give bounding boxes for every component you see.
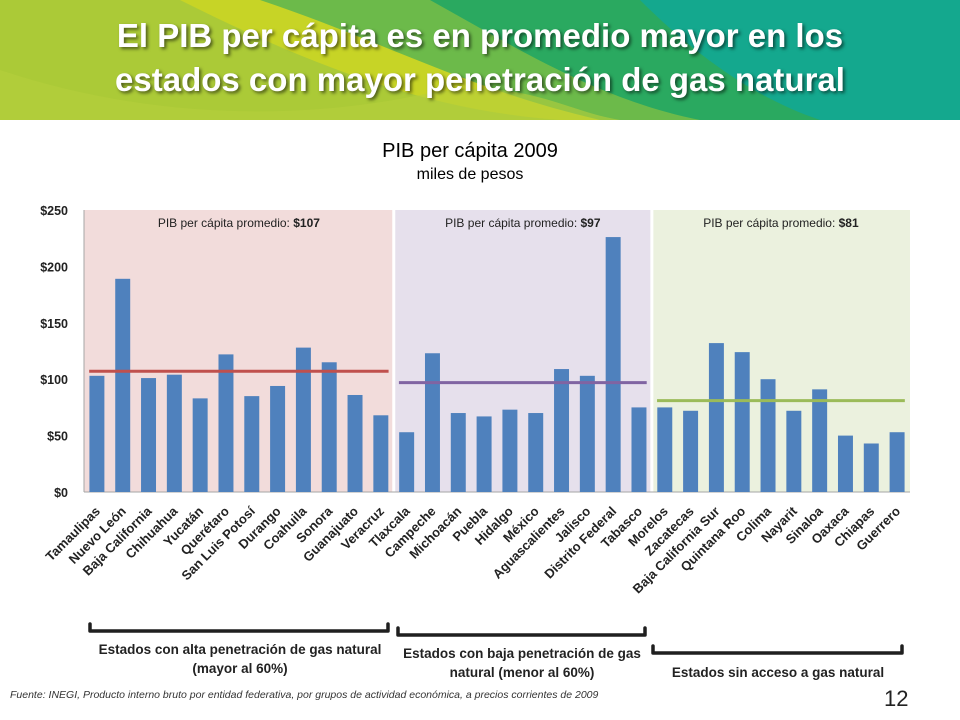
bar-2 (141, 378, 157, 492)
bracket-label-high: Estados con alta penetración de gas natu… (98, 642, 382, 676)
group-average-label-2: PIB per cápita promedio: $81 (703, 216, 859, 230)
group-average-prefix-2: PIB per cápita promedio: (703, 216, 838, 230)
bar-31 (889, 432, 905, 492)
y-tick-label-0: $0 (54, 486, 68, 500)
bar-0 (89, 375, 105, 492)
group-bracket-0 (88, 622, 390, 633)
chart-subtitle: miles de pesos (416, 166, 524, 183)
bar-13 (424, 353, 440, 492)
bar-7 (270, 385, 286, 492)
group-average-value-2: $81 (839, 216, 859, 230)
bar-6 (244, 396, 260, 492)
group-bracket-2 (651, 644, 904, 655)
bar-11 (373, 415, 389, 492)
bar-27 (786, 410, 802, 492)
bar-15 (476, 416, 492, 492)
group-average-value-1: $97 (581, 216, 601, 230)
y-tick-label-2: $100 (40, 373, 68, 387)
bar-28 (812, 389, 828, 492)
header-banner: El PIB per cápita es en promedio mayor e… (0, 0, 960, 120)
bar-24 (708, 343, 724, 492)
title-line-1: El PIB per cápita es en promedio mayor e… (116, 17, 844, 54)
bar-3 (166, 374, 182, 492)
bar-14 (450, 413, 466, 492)
bar-29 (837, 435, 853, 492)
bar-4 (192, 398, 208, 492)
title-line-2: estados con mayor penetración de gas nat… (115, 61, 845, 98)
group-average-prefix-1: PIB per cápita promedio: (445, 216, 580, 230)
bar-22 (657, 407, 673, 492)
bar-25 (734, 352, 750, 492)
bar-9 (321, 362, 337, 492)
group-average-prefix-0: PIB per cápita promedio: (158, 216, 293, 230)
y-tick-label-4: $200 (40, 260, 68, 274)
bar-17 (528, 413, 544, 492)
banner-background (0, 0, 960, 120)
group-background-0 (84, 210, 394, 492)
page-title: El PIB per cápita es en promedio mayor e… (0, 14, 960, 102)
bracket-label-none: Estados sin acceso a gas natural (671, 665, 885, 680)
y-tick-label-3: $150 (40, 317, 68, 331)
bar-26 (760, 379, 776, 492)
bar-21 (631, 407, 647, 492)
bar-5 (218, 354, 234, 492)
y-tick-label-1: $50 (47, 430, 68, 444)
bar-1 (115, 278, 131, 492)
bar-8 (295, 347, 311, 492)
group-average-label-0: PIB per cápita promedio: $107 (158, 216, 320, 230)
bar-20 (605, 237, 621, 492)
chart-title: PIB per cápita 2009 (382, 140, 558, 162)
group-average-label-1: PIB per cápita promedio: $97 (445, 216, 601, 230)
bar-chart: $0 $50 $100 $150 $200 $250 PIB per cápita prom… (40, 204, 910, 655)
bar-30 (863, 443, 879, 492)
group-average-value-0: $107 (293, 216, 320, 230)
y-tick-label-5: $250 (40, 204, 68, 218)
group-bracket-1 (396, 626, 647, 637)
page-number: 12 (884, 686, 909, 711)
bar-23 (683, 410, 699, 492)
bar-10 (347, 394, 363, 492)
bar-19 (579, 375, 595, 492)
bar-18 (554, 369, 570, 492)
bar-16 (502, 409, 518, 492)
bar-12 (399, 432, 415, 492)
source-note: Fuente: INEGI, Producto interno bruto po… (10, 689, 599, 701)
bracket-label-low: Estados con baja penetración de gas natu… (403, 646, 641, 680)
